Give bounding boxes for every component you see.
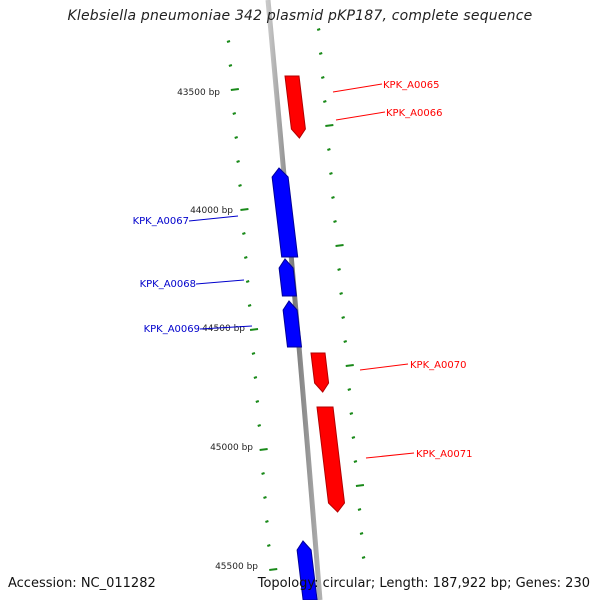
tick-mark bbox=[343, 340, 348, 343]
tick-mark bbox=[355, 484, 365, 487]
tick-mark bbox=[359, 532, 364, 535]
tick-mark bbox=[226, 40, 231, 43]
gene-arrow-kpk-a0065[interactable] bbox=[284, 75, 306, 139]
tick-mark bbox=[251, 352, 256, 355]
tick-mark bbox=[325, 124, 334, 127]
tick-mark bbox=[357, 508, 362, 511]
tick-mark bbox=[331, 196, 335, 199]
tick-mark bbox=[349, 412, 354, 415]
tick-mark bbox=[345, 364, 354, 367]
tick-mark bbox=[259, 448, 268, 451]
tick-mark bbox=[329, 172, 333, 175]
gene-arrow-kpk-a0071[interactable] bbox=[316, 406, 346, 513]
tick-mark bbox=[236, 160, 240, 163]
gene-label-kpk-a0066[interactable]: KPK_A0066 bbox=[386, 108, 442, 119]
tick-mark bbox=[337, 268, 341, 271]
tick-mark bbox=[320, 76, 325, 79]
tick-mark bbox=[242, 232, 246, 235]
tick-mark bbox=[322, 100, 327, 103]
gene-label-kpk-a0065[interactable]: KPK_A0065 bbox=[383, 80, 439, 91]
tick-mark bbox=[238, 184, 242, 187]
gene-arrow-kpk-a0069[interactable] bbox=[282, 300, 303, 348]
tick-mark bbox=[341, 316, 345, 319]
gene-leader-line bbox=[195, 279, 245, 285]
gene-label-kpk-a0067[interactable]: KPK_A0067 bbox=[133, 216, 189, 227]
tick-mark bbox=[269, 568, 278, 571]
tick-mark bbox=[249, 328, 259, 331]
tick-mark bbox=[240, 208, 249, 211]
tick-marks-right bbox=[316, 28, 366, 559]
gene-label-kpk-a0069[interactable]: KPK_A0069 bbox=[144, 324, 200, 335]
gene-label-kpk-a0071[interactable]: KPK_A0071 bbox=[416, 449, 472, 460]
tick-mark bbox=[232, 112, 237, 115]
tick-mark bbox=[228, 64, 233, 67]
position-label: 44000 bp bbox=[190, 206, 233, 216]
tick-mark bbox=[247, 304, 252, 307]
tick-mark bbox=[335, 244, 344, 247]
tick-mark bbox=[353, 460, 358, 463]
position-label: 43500 bp bbox=[177, 88, 220, 98]
tick-mark bbox=[245, 280, 250, 283]
plasmid-backbone bbox=[265, 0, 323, 600]
tick-mark bbox=[327, 148, 331, 151]
tick-mark bbox=[318, 52, 323, 55]
gene-arrow-kpk-a0067[interactable] bbox=[271, 167, 299, 258]
gene-label-kpk-a0070[interactable]: KPK_A0070 bbox=[410, 360, 466, 371]
gene-arrow-kpk-a0068[interactable] bbox=[278, 258, 297, 297]
tick-mark bbox=[333, 220, 337, 223]
gene-arrow-kpk-a0070[interactable] bbox=[310, 352, 330, 393]
tick-mark bbox=[263, 496, 267, 499]
map-title: Klebsiella pneumoniae 342 plasmid pKP187… bbox=[67, 8, 533, 24]
gene-leader-line bbox=[332, 83, 383, 93]
tick-mark bbox=[316, 28, 321, 31]
summary-text: Topology: circular; Length: 187,922 bp; … bbox=[257, 576, 590, 591]
gene-leader-line bbox=[188, 215, 239, 222]
tick-mark bbox=[347, 388, 352, 391]
tick-mark bbox=[230, 88, 239, 91]
tick-marks-left bbox=[226, 40, 278, 571]
position-label: 44500 bp bbox=[202, 324, 245, 334]
tick-mark bbox=[267, 544, 271, 547]
gene-leader-line bbox=[199, 325, 253, 330]
position-label: 45500 bp bbox=[215, 562, 258, 572]
gene-label-kpk-a0068[interactable]: KPK_A0068 bbox=[140, 279, 196, 290]
gene-leader-line bbox=[365, 452, 415, 459]
position-label: 45000 bp bbox=[210, 443, 253, 453]
tick-mark bbox=[265, 520, 269, 523]
tick-mark bbox=[261, 472, 265, 475]
tick-mark bbox=[255, 400, 260, 403]
gene-leader-line bbox=[335, 111, 386, 121]
gene-arrow-partial[interactable] bbox=[296, 540, 318, 600]
gene-leader-line bbox=[359, 363, 409, 371]
tick-mark bbox=[257, 424, 262, 427]
accession-text: Accession: NC_011282 bbox=[8, 576, 156, 591]
tick-mark bbox=[243, 256, 248, 259]
genes-layer bbox=[271, 75, 346, 600]
tick-mark bbox=[253, 376, 258, 379]
tick-mark bbox=[361, 556, 366, 559]
labels-layer: 43500 bp 44000 bp 44500 bp 45000 bp 4550… bbox=[133, 80, 473, 572]
tick-mark bbox=[234, 136, 238, 139]
tick-mark bbox=[339, 292, 343, 295]
tick-mark bbox=[351, 436, 356, 439]
